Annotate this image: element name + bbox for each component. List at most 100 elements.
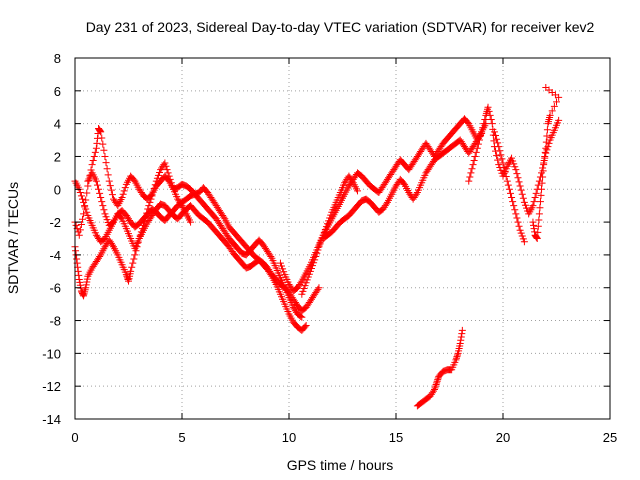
data-point bbox=[431, 384, 439, 392]
data-point bbox=[98, 198, 106, 206]
series-track-j bbox=[529, 84, 563, 242]
data-point bbox=[456, 340, 464, 348]
data-point bbox=[534, 181, 542, 189]
data-point bbox=[452, 354, 460, 362]
data-point bbox=[167, 179, 175, 187]
data-point bbox=[492, 132, 500, 140]
data-point bbox=[454, 351, 462, 359]
data-point bbox=[429, 387, 437, 395]
data-point bbox=[502, 173, 510, 181]
data-point bbox=[72, 247, 80, 255]
data-point bbox=[481, 116, 489, 124]
data-point bbox=[321, 225, 329, 233]
data-point bbox=[91, 148, 99, 156]
data-point bbox=[187, 218, 195, 226]
data-point bbox=[279, 265, 287, 273]
data-point bbox=[83, 189, 91, 197]
data-point bbox=[165, 172, 173, 180]
data-point bbox=[312, 253, 320, 261]
data-point bbox=[316, 240, 324, 248]
data-point bbox=[83, 278, 91, 286]
data-point bbox=[139, 221, 147, 229]
series-track-f bbox=[319, 129, 486, 242]
data-point bbox=[146, 198, 154, 206]
data-point bbox=[531, 193, 539, 201]
data-point bbox=[220, 213, 228, 221]
data-point bbox=[353, 187, 361, 195]
data-point bbox=[75, 276, 83, 284]
data-point bbox=[495, 143, 503, 151]
data-point bbox=[136, 231, 144, 239]
data-point bbox=[513, 214, 521, 222]
data-point bbox=[530, 198, 538, 206]
data-point bbox=[479, 124, 487, 132]
data-point bbox=[501, 168, 509, 176]
data-point bbox=[78, 215, 86, 223]
series-track-i bbox=[490, 128, 528, 246]
data-point bbox=[504, 181, 512, 189]
data-point bbox=[314, 285, 322, 293]
y-tick-label: 2 bbox=[54, 149, 61, 164]
data-point bbox=[82, 281, 90, 289]
data-point bbox=[513, 170, 521, 178]
data-point bbox=[127, 267, 135, 275]
data-point bbox=[166, 175, 174, 183]
data-point bbox=[520, 238, 528, 246]
data-point bbox=[82, 205, 90, 213]
data-point bbox=[553, 98, 560, 106]
data-point bbox=[510, 160, 518, 168]
data-point bbox=[505, 185, 513, 193]
data-point bbox=[542, 144, 550, 152]
data-point bbox=[117, 214, 125, 222]
data-point bbox=[92, 177, 100, 185]
data-point bbox=[96, 127, 104, 135]
data-point bbox=[76, 278, 84, 286]
data-point bbox=[529, 202, 537, 210]
data-point bbox=[470, 157, 478, 165]
data-point bbox=[105, 177, 113, 185]
y-axis-title: SDTVAR / TECUs bbox=[5, 182, 21, 294]
data-point bbox=[302, 279, 310, 287]
y-tick-label: -14 bbox=[42, 412, 61, 427]
data-point bbox=[152, 177, 160, 185]
data-point bbox=[304, 273, 312, 281]
data-point bbox=[130, 255, 138, 263]
data-point bbox=[100, 206, 108, 214]
data-point bbox=[534, 222, 542, 230]
data-point bbox=[129, 259, 137, 267]
data-point bbox=[432, 382, 440, 390]
data-point bbox=[306, 267, 314, 275]
data-point bbox=[315, 284, 323, 292]
data-point bbox=[508, 154, 516, 162]
data-point bbox=[313, 249, 321, 257]
data-point bbox=[497, 151, 505, 159]
data-point bbox=[99, 140, 107, 148]
data-point bbox=[468, 165, 476, 173]
data-point bbox=[514, 174, 522, 182]
series-track-d bbox=[71, 159, 195, 252]
data-point bbox=[77, 192, 85, 200]
data-point bbox=[516, 182, 524, 190]
data-point bbox=[148, 192, 156, 200]
data-point bbox=[314, 246, 322, 254]
data-point bbox=[318, 234, 326, 242]
data-point bbox=[90, 152, 98, 160]
data-point bbox=[102, 159, 110, 167]
data-point bbox=[76, 226, 84, 234]
data-point bbox=[537, 191, 545, 199]
data-point bbox=[320, 228, 328, 236]
data-point bbox=[535, 216, 543, 224]
data-point bbox=[93, 181, 101, 189]
data-points bbox=[71, 84, 563, 410]
data-point bbox=[74, 267, 82, 275]
data-point bbox=[98, 134, 106, 142]
data-point bbox=[163, 166, 171, 174]
data-point bbox=[521, 201, 529, 209]
data-point bbox=[141, 217, 149, 225]
data-point bbox=[92, 144, 100, 152]
data-point bbox=[484, 103, 492, 111]
data-point bbox=[539, 173, 547, 181]
data-point bbox=[324, 220, 332, 228]
data-point bbox=[518, 190, 526, 198]
